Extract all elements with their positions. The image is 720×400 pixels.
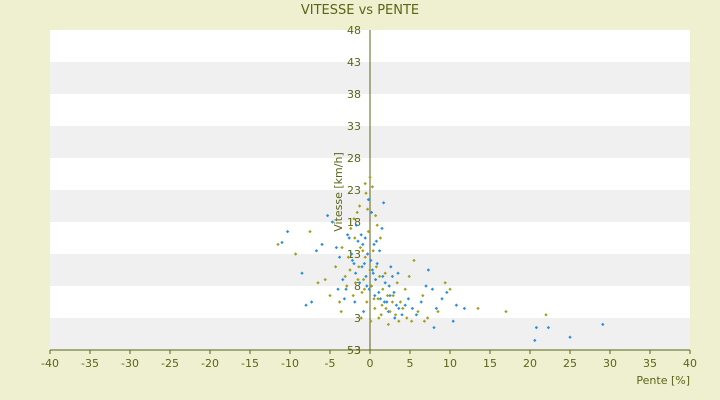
data-point-blue: [546, 325, 551, 330]
x-tick-label: 35: [643, 357, 657, 370]
data-point-olive: [370, 185, 375, 189]
data-point-blue: [361, 242, 365, 247]
data-point-blue: [366, 197, 371, 202]
x-tick-label: 15: [483, 357, 497, 370]
x-tick-label: 25: [563, 357, 577, 370]
data-point-olive: [358, 245, 363, 250]
x-tick-label: -20: [201, 357, 219, 370]
y-tick-label: 23: [347, 184, 361, 197]
x-tick-label: 30: [603, 357, 617, 370]
y-tick-label: 13: [347, 248, 361, 261]
y-tick-label: 48: [347, 24, 361, 37]
x-tick-label: -40: [41, 357, 59, 370]
y-tick-label: 43: [347, 56, 361, 69]
x-tick-label: -15: [241, 357, 259, 370]
data-point-olive: [366, 229, 371, 234]
x-tick-label: -35: [81, 357, 99, 370]
x-tick-label: -30: [121, 357, 139, 370]
x-tick-label: -25: [161, 357, 179, 370]
y-tick-label: 3: [354, 312, 361, 325]
data-point-olive: [349, 226, 353, 231]
data-point-olive: [353, 236, 357, 240]
data-point-olive: [361, 249, 365, 253]
data-point-blue: [334, 245, 339, 250]
x-tick-label: -10: [281, 357, 299, 370]
y-tick-label: 8: [354, 280, 361, 293]
data-point-blue: [330, 220, 335, 224]
x-tick-label: -5: [325, 357, 336, 370]
y-tick-label: 28: [347, 152, 361, 165]
y-tick-label: 3: [354, 344, 361, 357]
data-point-blue: [534, 325, 539, 330]
y-axis-label: Vitesse [km/h]: [332, 152, 345, 232]
data-point-olive: [378, 236, 383, 240]
data-point-blue: [568, 335, 572, 339]
y-tick-label: 53: [347, 344, 361, 357]
data-point-blue: [374, 239, 379, 243]
x-axis-ticks: -40 -35 -30 -25 -20 -15 -10 -5 0 5 10 15 20 25 30 35 40: [41, 350, 697, 370]
data-point-blue: [354, 223, 359, 227]
x-tick-label: 20: [523, 357, 537, 370]
x-tick-label: 0: [367, 357, 374, 370]
chart-title: VITESSE vs PENTE: [301, 3, 419, 18]
data-point-blue: [314, 249, 319, 253]
x-tick-label: 5: [407, 357, 414, 370]
x-tick-label: 10: [443, 357, 457, 370]
y-tick-label: 38: [347, 88, 361, 101]
x-axis-label: Pente [%]: [636, 374, 690, 387]
y-tick-label: 33: [347, 120, 361, 133]
x-tick-label: 40: [683, 357, 697, 370]
